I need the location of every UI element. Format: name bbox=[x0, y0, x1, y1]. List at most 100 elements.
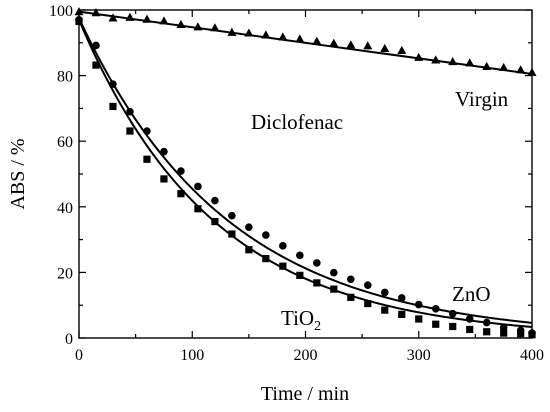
annotation-virgin: Virgin bbox=[455, 87, 509, 111]
y-axis-title: ABS / % bbox=[7, 138, 29, 209]
point-virgin bbox=[193, 22, 203, 31]
point-zno bbox=[313, 259, 321, 267]
x-tick-label: 100 bbox=[180, 347, 204, 364]
point-zno bbox=[245, 223, 253, 231]
point-tio2 bbox=[381, 306, 389, 314]
point-tio2 bbox=[364, 299, 372, 308]
point-zno bbox=[347, 275, 355, 284]
point-zno bbox=[414, 300, 423, 309]
point-virgin bbox=[499, 62, 509, 71]
annotation-tio2: TiO2 bbox=[281, 306, 321, 334]
point-zno bbox=[431, 305, 440, 313]
point-virgin bbox=[346, 40, 356, 49]
point-virgin bbox=[210, 23, 220, 32]
point-zno bbox=[448, 309, 457, 318]
annotation-tio2-subscript: 2 bbox=[314, 319, 321, 334]
point-tio2 bbox=[109, 102, 117, 111]
point-zno bbox=[465, 315, 474, 323]
annotation-zno: ZnO bbox=[452, 282, 491, 306]
point-zno bbox=[143, 127, 151, 135]
point-tio2 bbox=[398, 310, 406, 318]
point-tio2 bbox=[262, 255, 270, 263]
point-tio2 bbox=[432, 320, 440, 328]
point-virgin bbox=[91, 8, 101, 17]
x-tick-label: 0 bbox=[75, 347, 83, 364]
point-tio2 bbox=[500, 329, 508, 337]
point-zno bbox=[380, 288, 389, 297]
point-virgin bbox=[363, 41, 373, 50]
point-tio2 bbox=[330, 285, 338, 293]
point-tio2 bbox=[245, 246, 253, 254]
point-virgin bbox=[482, 61, 492, 71]
point-zno bbox=[279, 242, 287, 250]
x-tick-label: 200 bbox=[294, 347, 318, 364]
data-markers bbox=[74, 7, 537, 339]
point-virgin bbox=[312, 36, 322, 45]
point-zno bbox=[262, 231, 270, 239]
point-zno bbox=[109, 80, 117, 88]
point-tio2 bbox=[483, 328, 491, 336]
y-tick-label: 40 bbox=[57, 200, 73, 217]
point-tio2 bbox=[194, 205, 202, 213]
point-virgin bbox=[142, 14, 152, 23]
point-zno bbox=[211, 196, 219, 205]
x-axis-title: Time / min bbox=[261, 383, 349, 405]
point-virgin bbox=[176, 19, 186, 29]
point-tio2 bbox=[92, 61, 100, 69]
point-tio2 bbox=[279, 262, 287, 270]
y-tick-label: 20 bbox=[57, 265, 73, 282]
point-virgin bbox=[261, 30, 271, 39]
point-tio2 bbox=[126, 127, 134, 135]
fit-line-zno bbox=[78, 17, 533, 324]
point-tio2 bbox=[517, 330, 525, 338]
point-zno bbox=[397, 294, 406, 302]
fit-line-tio2 bbox=[78, 19, 533, 328]
point-virgin bbox=[278, 32, 288, 41]
x-tick-label: 400 bbox=[520, 347, 544, 364]
point-tio2 bbox=[177, 190, 185, 198]
point-tio2 bbox=[160, 175, 168, 183]
point-virgin bbox=[380, 43, 390, 52]
point-tio2 bbox=[466, 325, 474, 334]
point-tio2 bbox=[347, 293, 355, 301]
point-zno bbox=[194, 182, 202, 191]
point-virgin bbox=[414, 52, 424, 61]
y-tick-label: 0 bbox=[65, 331, 73, 348]
y-tick-label: 100 bbox=[49, 3, 73, 20]
point-virgin bbox=[227, 27, 237, 36]
point-virgin bbox=[465, 58, 475, 67]
x-tick-label: 300 bbox=[407, 347, 431, 364]
point-zno bbox=[92, 41, 100, 50]
point-zno bbox=[482, 318, 491, 327]
point-virgin bbox=[516, 65, 526, 74]
point-zno bbox=[177, 167, 185, 175]
y-tick-label: 60 bbox=[57, 134, 73, 151]
point-tio2 bbox=[211, 217, 219, 226]
point-virgin bbox=[448, 56, 458, 66]
point-tio2 bbox=[313, 279, 321, 287]
point-zno bbox=[126, 107, 134, 116]
fit-line-virgin bbox=[78, 10, 533, 75]
axes: 0 100 200 300 400 0 20 40 60 80 100 bbox=[49, 3, 544, 364]
point-virgin bbox=[125, 12, 135, 21]
point-virgin bbox=[108, 13, 118, 22]
point-virgin bbox=[244, 28, 254, 37]
point-virgin bbox=[397, 45, 407, 54]
point-zno bbox=[296, 251, 304, 260]
point-virgin bbox=[295, 34, 305, 43]
fit-curves bbox=[78, 10, 533, 328]
point-tio2 bbox=[143, 155, 151, 163]
point-zno bbox=[228, 211, 236, 220]
point-zno bbox=[499, 323, 508, 332]
point-tio2 bbox=[449, 322, 457, 331]
point-tio2 bbox=[415, 315, 423, 323]
point-virgin bbox=[159, 16, 169, 25]
annotation-tio2-base: TiO bbox=[281, 306, 314, 330]
point-zno bbox=[363, 281, 372, 289]
point-tio2 bbox=[296, 271, 304, 279]
point-tio2 bbox=[228, 230, 236, 238]
point-virgin bbox=[329, 38, 339, 47]
point-zno bbox=[160, 147, 168, 156]
point-zno bbox=[330, 268, 338, 277]
